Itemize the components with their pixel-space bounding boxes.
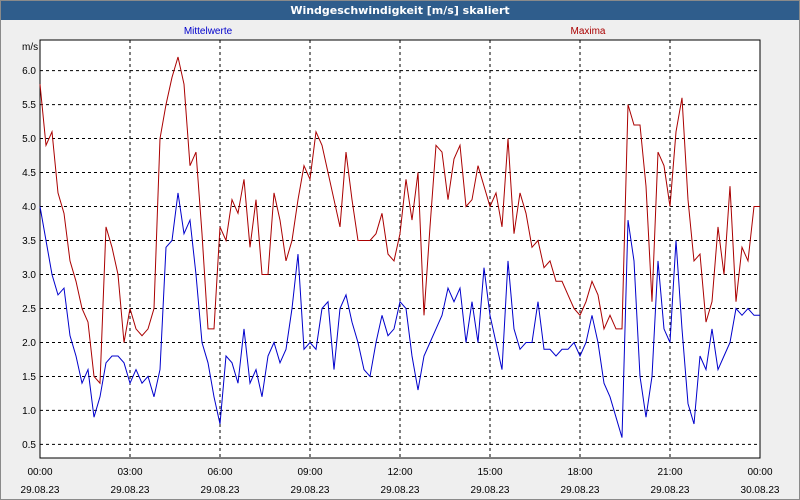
y-tick-label: 3.5: [22, 236, 36, 247]
y-axis-label: m/s: [22, 42, 38, 53]
legend-mittelwerte: Mittelwerte: [184, 26, 233, 37]
x-tick-time: 21:00: [657, 467, 682, 478]
x-tick-date: 30.08.23: [741, 485, 780, 496]
series-maxima-line: [39, 56, 760, 385]
x-tick-time: 06:00: [207, 467, 232, 478]
y-axis-ticks: 0.5 1.0 1.5 2.0 2.5 3.0 3.5 4.0 4.5 5.0 5.5 6.0: [22, 66, 36, 451]
window-title: Windgeschwindigkeit [m/s] skaliert: [1, 1, 799, 20]
y-tick-label: 0.5: [22, 440, 36, 451]
x-tick-time: 12:00: [387, 467, 412, 478]
x-tick-time: 09:00: [297, 467, 322, 478]
x-tick-time: 18:00: [567, 467, 592, 478]
x-tick-time: 00:00: [27, 467, 52, 478]
legend-maxima: Maxima: [570, 26, 605, 37]
y-tick-label: 6.0: [22, 66, 36, 77]
x-tick-time: 15:00: [477, 467, 502, 478]
y-tick-label: 3.0: [22, 270, 36, 281]
x-axis-ticks: 00:00 29.08.23 03:00 29.08.23 06:00 29.08.23 0…: [21, 467, 780, 496]
y-tick-label: 4.0: [22, 202, 36, 213]
x-tick-date: 29.08.23: [561, 485, 600, 496]
x-tick-time: 00:00: [747, 467, 772, 478]
y-tick-label: 1.0: [22, 406, 36, 417]
y-tick-label: 2.0: [22, 338, 36, 349]
y-tick-label: 2.5: [22, 304, 36, 315]
series-lines: [39, 56, 760, 438]
x-tick-date: 29.08.23: [291, 485, 330, 496]
x-tick-date: 29.08.23: [471, 485, 510, 496]
y-tick-label: 5.5: [22, 100, 36, 111]
y-tick-label: 5.0: [22, 134, 36, 145]
x-tick-date: 29.08.23: [111, 485, 150, 496]
x-tick-time: 03:00: [117, 467, 142, 478]
x-tick-date: 29.08.23: [201, 485, 240, 496]
x-tick-date: 29.08.23: [651, 485, 690, 496]
x-tick-date: 29.08.23: [21, 485, 60, 496]
y-tick-label: 4.5: [22, 168, 36, 179]
grid-lines: [40, 40, 760, 458]
x-tick-date: 29.08.23: [381, 485, 420, 496]
y-tick-label: 1.5: [22, 372, 36, 383]
series-mittelwerte-line: [39, 192, 760, 438]
